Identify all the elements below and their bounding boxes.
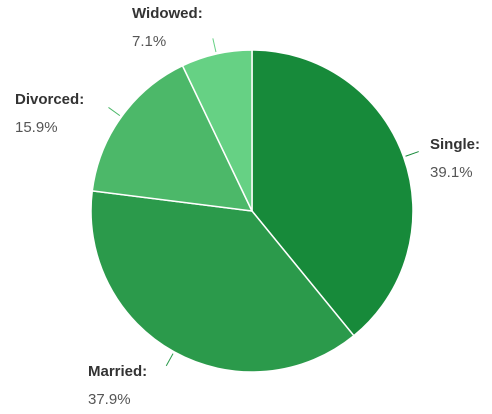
pie-slice [91, 64, 254, 212]
slice-value: 39.1% [430, 164, 473, 181]
slice-value: 7.1% [132, 33, 166, 50]
leader-line [108, 107, 121, 117]
leader-line [405, 151, 419, 157]
leader-line [165, 353, 174, 367]
pie-slice [181, 49, 253, 212]
pie-slice [90, 189, 355, 373]
pie-slice [251, 49, 414, 337]
slice-value: 37.9% [88, 391, 131, 408]
slice-label: Widowed: [132, 5, 203, 22]
slice-label: Single: [430, 136, 480, 153]
slice-label: Married: [88, 363, 147, 380]
leader-line [212, 38, 217, 53]
slice-label: Divorced: [15, 91, 84, 108]
slice-value: 15.9% [15, 119, 58, 136]
